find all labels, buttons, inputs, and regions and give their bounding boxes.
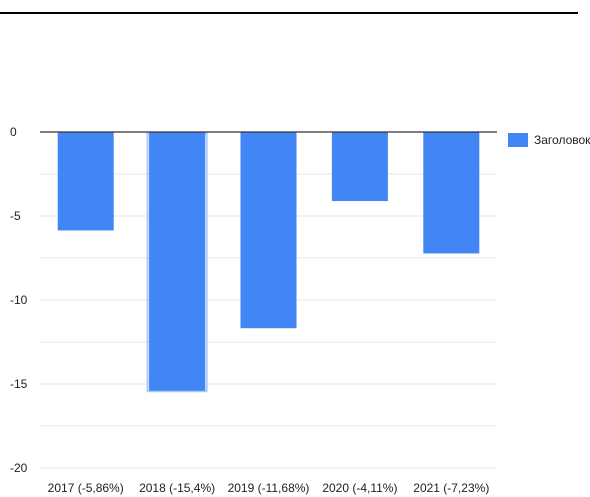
y-axis: 0 -5 -10 -15 -20 [10,125,28,475]
y-tick-label: -5 [10,209,21,223]
legend-swatch [508,133,528,147]
x-tick-label: 2019 (-11,68%) [228,481,310,495]
y-tick-label: -20 [10,461,28,475]
bar-3[interactable] [240,132,297,329]
x-tick-label: 2021 (-7,23%) [413,481,489,495]
bar-2[interactable] [149,132,206,391]
x-tick-label: 2017 (-5,86%) [48,481,124,495]
bar-5[interactable] [423,132,480,254]
y-tick-label: -10 [10,293,28,307]
legend-label: Заголовок [534,133,590,147]
x-tick-label: 2018 (-15,4%) [139,481,215,495]
legend: Заголовок [508,133,590,147]
top-divider [0,12,578,14]
x-axis-labels: 2017 (-5,86%) 2018 (-15,4%) 2019 (-11,68%)… [48,481,490,495]
y-tick-label: 0 [10,125,17,139]
bar-1[interactable] [57,132,114,231]
bar-4[interactable] [331,132,388,202]
bars [57,132,480,393]
x-tick-label: 2020 (-4,11%) [322,481,397,495]
y-tick-label: -15 [10,377,28,391]
